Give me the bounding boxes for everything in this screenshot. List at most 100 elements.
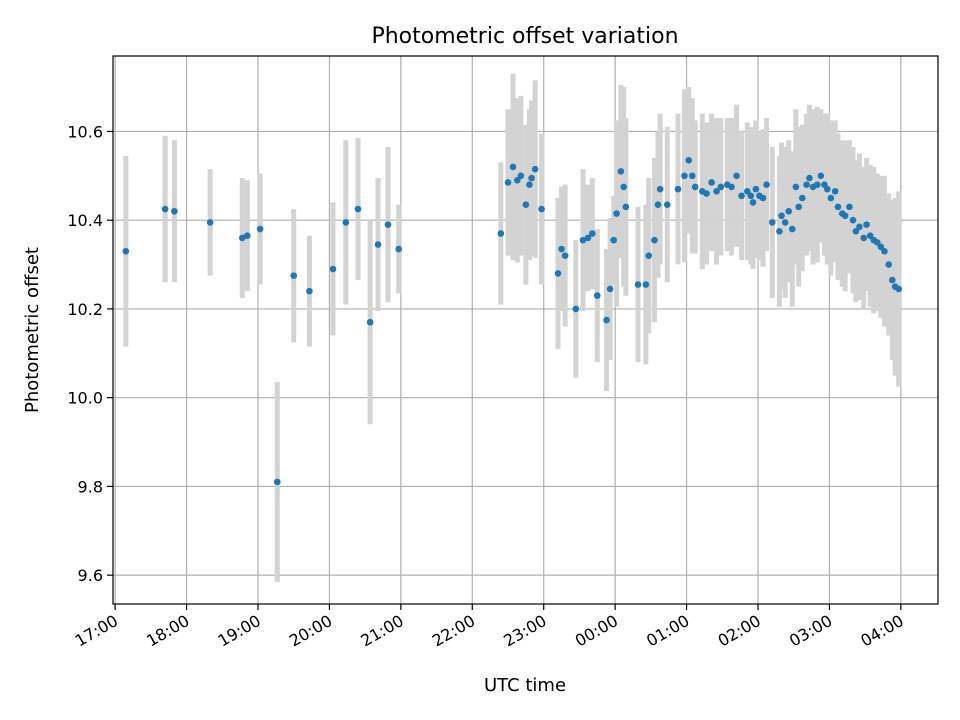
data-point [395, 245, 403, 253]
data-point [888, 276, 896, 284]
data-point [610, 236, 618, 244]
data-point [374, 241, 382, 248]
data-point [206, 219, 214, 226]
data-point [654, 201, 662, 208]
data-point [642, 281, 650, 288]
data-point [813, 181, 821, 188]
data-point [768, 219, 776, 226]
data-point [593, 292, 601, 299]
y-tick-label: 10.6 [67, 122, 103, 141]
data-point [561, 252, 569, 259]
data-point [243, 232, 251, 240]
data-point [342, 219, 350, 226]
y-tick-label: 10.0 [67, 389, 103, 408]
data-point [558, 245, 565, 253]
data-point [863, 221, 870, 228]
data-point [806, 174, 813, 182]
data-point [588, 230, 596, 237]
data-point [738, 192, 745, 200]
data-point [522, 201, 530, 208]
data-point [778, 212, 785, 220]
data-point [290, 272, 298, 279]
data-point [366, 318, 374, 326]
data-point [895, 285, 903, 293]
data-point [504, 179, 512, 186]
data-point [651, 236, 658, 244]
data-point [509, 163, 517, 171]
data-point [798, 194, 806, 202]
data-point [885, 261, 893, 268]
plot-frame [112, 55, 939, 605]
data-point [674, 185, 682, 193]
data-point [171, 208, 178, 215]
data-point [538, 205, 545, 213]
data-point [273, 478, 281, 486]
data-point [860, 234, 868, 242]
data-point [747, 192, 755, 200]
data-point [827, 194, 835, 202]
data-point [728, 183, 735, 191]
data-point [795, 203, 803, 211]
data-point [329, 265, 337, 273]
data-point [749, 199, 757, 206]
data-point [881, 247, 888, 255]
y-tick-label: 9.8 [78, 477, 103, 496]
data-point [831, 188, 839, 195]
data-point [817, 172, 825, 180]
data-point [663, 201, 671, 208]
data-point [613, 210, 620, 217]
data-point [528, 174, 535, 182]
data-point [645, 252, 653, 259]
y-tick-label: 9.6 [78, 566, 103, 585]
data-point [497, 230, 505, 237]
data-point [841, 212, 849, 220]
data-point [776, 227, 783, 235]
data-point [306, 287, 313, 295]
data-point [752, 185, 760, 193]
data-point [603, 316, 610, 324]
data-point [877, 243, 885, 251]
data-point [354, 205, 362, 213]
data-point [785, 208, 793, 215]
data-point [122, 247, 130, 255]
data-point [634, 281, 642, 288]
data-point [517, 172, 525, 180]
data-point [852, 227, 860, 235]
data-point [846, 203, 853, 211]
data-point [531, 165, 539, 173]
data-point [733, 172, 740, 180]
data-point [256, 225, 264, 233]
data-point [873, 239, 881, 246]
data-point [606, 285, 614, 293]
x-axis-label: UTC time [484, 675, 566, 696]
data-point [584, 234, 592, 242]
data-point [717, 183, 725, 191]
data-point [513, 176, 521, 184]
data-point [788, 225, 796, 233]
data-point [763, 181, 770, 188]
data-point [849, 216, 857, 224]
data-point [554, 270, 562, 277]
data-point [579, 236, 587, 244]
data-point [572, 305, 580, 313]
data-point [708, 179, 715, 186]
data-point [703, 190, 710, 197]
data-point [781, 219, 789, 226]
data-point [759, 194, 767, 202]
chart-title: Photometric offset variation [371, 24, 678, 49]
data-points [122, 156, 903, 486]
y-tick-label: 10.4 [67, 211, 103, 230]
data-point [743, 188, 751, 195]
data-point [384, 221, 392, 228]
y-tick-label: 10.2 [67, 300, 103, 319]
data-point [685, 156, 693, 164]
data-point [803, 181, 810, 188]
data-point [792, 183, 800, 191]
data-point [681, 172, 688, 180]
data-point [620, 183, 628, 191]
data-point [688, 172, 696, 180]
data-point [617, 168, 625, 175]
data-point [526, 181, 533, 188]
